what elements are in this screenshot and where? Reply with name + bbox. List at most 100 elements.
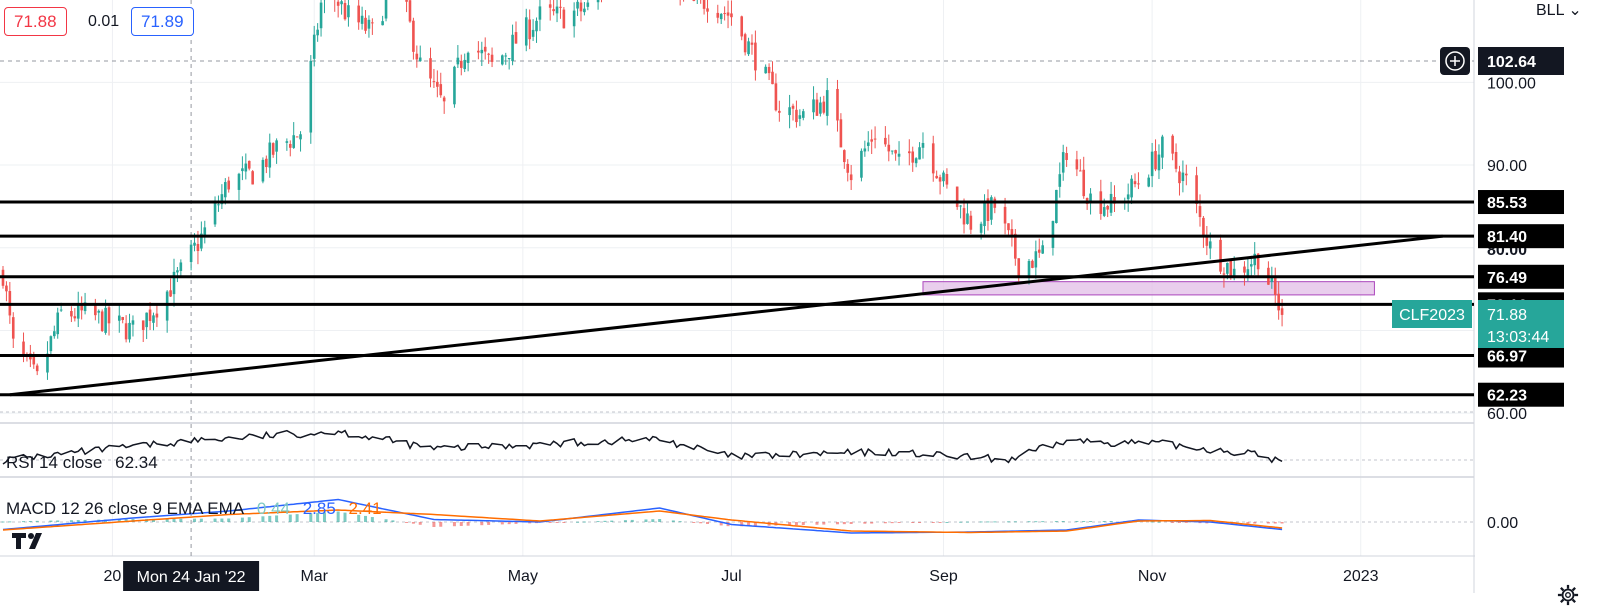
- macd-histogram-bar: [411, 522, 415, 524]
- macd-histogram-bar: [500, 522, 504, 525]
- candle-body: [1133, 181, 1137, 185]
- macd-histogram-bar: [295, 514, 299, 522]
- spread-value: 0.01: [88, 13, 120, 30]
- candle-body: [873, 138, 877, 140]
- candle-body: [193, 242, 196, 246]
- candle-body: [1041, 245, 1044, 254]
- macd-histogram-bar: [124, 519, 128, 522]
- candle-body: [415, 53, 419, 60]
- candle-body: [983, 201, 986, 227]
- macd-histogram-bar: [309, 513, 313, 522]
- candle-body: [843, 150, 846, 163]
- macd-histogram-bar: [1157, 521, 1161, 523]
- candle-body: [429, 58, 432, 79]
- current-price-label: 71.88: [1487, 307, 1527, 324]
- candle-body: [241, 168, 244, 172]
- macd-histogram-bar: [514, 522, 518, 524]
- macd-histogram-bar: [1041, 521, 1045, 523]
- candle-body: [1126, 194, 1130, 200]
- candle-body: [788, 107, 791, 116]
- candle-body: [894, 150, 897, 154]
- macd-histogram-bar: [268, 515, 272, 522]
- candle-body: [237, 173, 241, 190]
- candle-body: [979, 223, 983, 233]
- macd-histogram-bar: [227, 518, 231, 522]
- macd-signal-line: [2, 509, 1283, 534]
- candle-body: [1130, 178, 1133, 198]
- macd-histogram-bar: [49, 520, 53, 522]
- candle-body: [1222, 273, 1226, 275]
- unit-selector[interactable]: BLL ⌄: [1536, 0, 1582, 20]
- ask-price-box[interactable]: 71.88: [4, 7, 67, 36]
- candle-body: [295, 136, 299, 138]
- macd-histogram-bar: [275, 515, 279, 522]
- macd-histogram-bar: [418, 522, 422, 525]
- macd-histogram-bar: [76, 520, 80, 522]
- macd-histogram-bar: [432, 522, 436, 527]
- gear-icon[interactable]: [1557, 584, 1579, 606]
- candle-body: [1154, 150, 1157, 170]
- crosshair-price-badge: [1478, 47, 1564, 75]
- macd-histogram-bar: [610, 520, 614, 522]
- macd-histogram-bar: [1061, 521, 1065, 523]
- rsi-pane: [0, 411, 1474, 465]
- candle-body: [56, 312, 60, 335]
- candle-body: [825, 90, 829, 116]
- candle-body: [1037, 249, 1041, 253]
- candle-body: [511, 34, 514, 62]
- macd-hist-value: 0.44: [257, 499, 290, 518]
- candle-body: [1219, 239, 1222, 272]
- candle-body: [456, 57, 460, 65]
- candle-body: [1202, 217, 1205, 237]
- time-tick-label: Nov: [1138, 568, 1166, 585]
- candle-body: [1273, 276, 1277, 295]
- macd-histogram-bar: [69, 520, 73, 522]
- trendline[interactable]: [9, 234, 1443, 397]
- macd-histogram-bar: [1102, 521, 1106, 522]
- candle-body: [1082, 169, 1086, 197]
- macd-histogram-bar: [83, 519, 87, 522]
- bid-price-box[interactable]: 71.89: [131, 7, 194, 36]
- candle-body: [32, 356, 36, 365]
- level-badge: [1478, 224, 1564, 249]
- macd-histogram-bar: [28, 520, 32, 522]
- candle-body: [70, 311, 73, 317]
- candle-body: [726, 12, 730, 16]
- candle-body: [945, 174, 949, 185]
- support-zone[interactable]: [922, 281, 1375, 296]
- macd-histogram-bar: [1198, 522, 1202, 524]
- candle-body: [935, 175, 938, 179]
- candle-body: [364, 17, 367, 31]
- candle-body: [1232, 268, 1236, 279]
- price-tick-label: 100.00: [1487, 75, 1536, 92]
- trendline-line[interactable]: [9, 234, 1443, 397]
- candle-body: [59, 309, 63, 311]
- candle-body: [931, 143, 935, 174]
- candle-body: [870, 139, 873, 142]
- price-tick-label: 60.00: [1487, 406, 1527, 423]
- macd-histogram-bar: [863, 522, 867, 524]
- candle-body: [1229, 259, 1233, 277]
- horizontal-levels: [0, 200, 1474, 397]
- candle-body: [706, 8, 709, 12]
- candle-body: [836, 88, 839, 121]
- candle-body: [299, 134, 302, 140]
- macd-histogram-bar: [658, 519, 662, 522]
- candle-body: [552, 9, 555, 12]
- macd-histogram-bar: [870, 522, 874, 524]
- support-zone-rect[interactable]: [922, 281, 1375, 296]
- candle-body: [477, 50, 480, 53]
- candle-body: [1256, 253, 1260, 270]
- candle-body: [288, 143, 292, 148]
- candle-body: [128, 322, 131, 340]
- macd-histogram-bar: [213, 518, 217, 522]
- macd-histogram-bar: [979, 521, 983, 523]
- candle-body: [1034, 251, 1038, 268]
- candle-body: [535, 20, 538, 32]
- candle-body: [412, 20, 415, 52]
- candle-body: [124, 323, 128, 340]
- macd-histogram-bar: [193, 518, 197, 522]
- candle-body: [504, 55, 508, 57]
- candle-body: [795, 109, 798, 123]
